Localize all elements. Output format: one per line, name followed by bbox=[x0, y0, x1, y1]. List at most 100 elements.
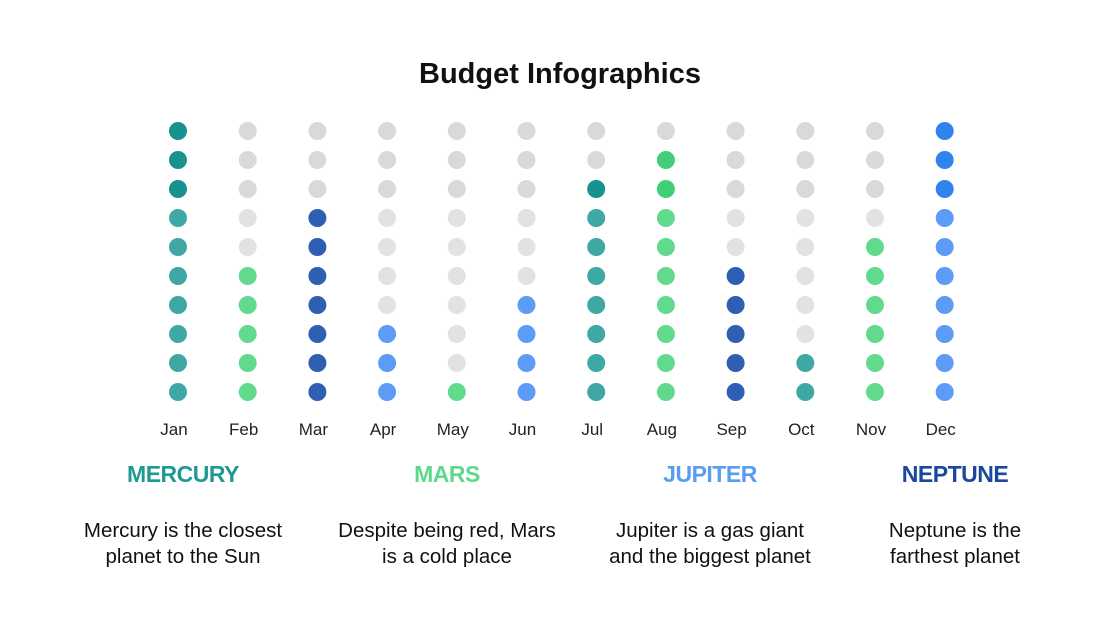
filled-dot bbox=[726, 267, 745, 285]
filled-dot bbox=[935, 325, 954, 343]
month-label: Jan bbox=[160, 420, 187, 439]
empty-dot bbox=[587, 122, 606, 140]
planet-description: Neptune is the farthest planet bbox=[825, 518, 1085, 570]
empty-dot bbox=[378, 267, 397, 285]
filled-dot bbox=[935, 209, 954, 227]
description-line: Mercury is the closest bbox=[83, 519, 283, 542]
filled-dot bbox=[935, 122, 954, 140]
planet-description: Jupiter is a gas giant and the biggest pl… bbox=[580, 518, 840, 570]
empty-dot bbox=[447, 354, 466, 372]
filled-dot bbox=[866, 296, 884, 314]
filled-dot bbox=[726, 383, 745, 401]
filled-dot bbox=[656, 354, 675, 372]
filled-dot bbox=[169, 238, 187, 256]
empty-dot bbox=[378, 209, 397, 227]
month-label: Jul bbox=[581, 420, 603, 439]
empty-dot bbox=[726, 209, 745, 227]
description-line: Neptune is the bbox=[888, 519, 1022, 542]
empty-dot bbox=[796, 296, 815, 314]
planet-name: MERCURY bbox=[127, 461, 239, 487]
empty-dot bbox=[517, 180, 536, 198]
filled-dot bbox=[656, 180, 675, 198]
month-label: Jun bbox=[509, 420, 536, 439]
filled-dot bbox=[169, 180, 187, 198]
filled-dot bbox=[656, 383, 675, 401]
empty-dot bbox=[447, 151, 466, 169]
empty-dot bbox=[447, 209, 466, 227]
empty-dot bbox=[447, 325, 466, 343]
empty-dot bbox=[796, 151, 815, 169]
description-line: is a cold place bbox=[382, 545, 512, 568]
empty-dot bbox=[378, 122, 397, 140]
empty-dot bbox=[517, 122, 536, 140]
filled-dot bbox=[656, 209, 675, 227]
month-label: Feb bbox=[229, 420, 258, 439]
filled-dot bbox=[656, 238, 675, 256]
dot-chart: Jan Feb Mar Apr May Jun Jul Aug Sep Oct Nov Dec bbox=[160, 122, 957, 439]
empty-dot bbox=[308, 180, 327, 198]
filled-dot bbox=[866, 325, 884, 343]
empty-dot bbox=[796, 325, 815, 343]
filled-dot bbox=[726, 354, 745, 372]
empty-dot bbox=[308, 151, 327, 169]
filled-dot bbox=[169, 296, 187, 314]
empty-dot bbox=[866, 151, 884, 169]
empty-dot bbox=[378, 151, 397, 169]
filled-dot bbox=[308, 325, 327, 343]
filled-dot bbox=[726, 296, 745, 314]
month-label: Sep bbox=[716, 420, 746, 439]
description-line: Despite being red, Mars bbox=[338, 519, 556, 542]
filled-dot bbox=[587, 209, 606, 227]
filled-dot bbox=[796, 383, 815, 401]
filled-dot bbox=[308, 296, 327, 314]
filled-dot bbox=[447, 383, 466, 401]
empty-dot bbox=[378, 180, 397, 198]
empty-dot bbox=[447, 267, 466, 285]
filled-dot bbox=[796, 354, 815, 372]
empty-dot bbox=[447, 180, 466, 198]
filled-dot bbox=[587, 354, 606, 372]
filled-dot bbox=[935, 180, 954, 198]
planet-name: MARS bbox=[414, 461, 480, 487]
filled-dot bbox=[656, 151, 675, 169]
month-label: Nov bbox=[856, 420, 887, 439]
empty-dot bbox=[517, 267, 536, 285]
filled-dot bbox=[238, 267, 257, 285]
filled-dot bbox=[308, 238, 327, 256]
empty-dot bbox=[866, 122, 884, 140]
filled-dot bbox=[517, 383, 536, 401]
empty-dot bbox=[796, 180, 815, 198]
planet-description: Despite being red, Mars is a cold place bbox=[317, 518, 577, 570]
filled-dot bbox=[169, 122, 187, 140]
filled-dot bbox=[935, 151, 954, 169]
empty-dot bbox=[796, 267, 815, 285]
description-line: Jupiter is a gas giant bbox=[615, 519, 805, 542]
filled-dot bbox=[656, 325, 675, 343]
empty-dot bbox=[238, 238, 257, 256]
empty-dot bbox=[378, 296, 397, 314]
description-line: and the biggest planet bbox=[609, 545, 811, 568]
empty-dot bbox=[238, 151, 257, 169]
filled-dot bbox=[238, 325, 257, 343]
month-label: Dec bbox=[926, 420, 957, 439]
filled-dot bbox=[238, 354, 257, 372]
empty-dot bbox=[796, 238, 815, 256]
filled-dot bbox=[587, 267, 606, 285]
filled-dot bbox=[517, 354, 536, 372]
empty-dot bbox=[238, 122, 257, 140]
filled-dot bbox=[587, 325, 606, 343]
description-line: farthest planet bbox=[890, 545, 1020, 568]
filled-dot bbox=[935, 354, 954, 372]
empty-dot bbox=[517, 209, 536, 227]
empty-dot bbox=[796, 122, 815, 140]
empty-dot bbox=[447, 122, 466, 140]
filled-dot bbox=[308, 267, 327, 285]
filled-dot bbox=[587, 180, 606, 198]
filled-dot bbox=[308, 209, 327, 227]
planet-description: Mercury is the closest planet to the Sun bbox=[53, 518, 313, 570]
empty-dot bbox=[447, 296, 466, 314]
filled-dot bbox=[169, 267, 187, 285]
filled-dot bbox=[587, 238, 606, 256]
filled-dot bbox=[169, 325, 187, 343]
empty-dot bbox=[587, 151, 606, 169]
